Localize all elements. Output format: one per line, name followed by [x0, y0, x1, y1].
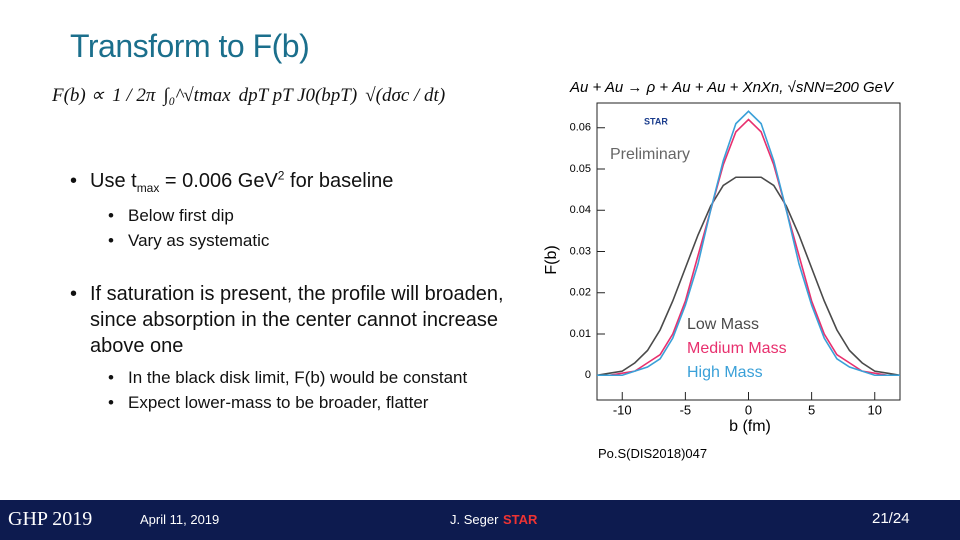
- data-line: [596, 176, 901, 377]
- y-tick-label: 0.04: [570, 204, 591, 216]
- sub-bullet: Below first dip: [108, 205, 510, 226]
- page-number: 21/24: [872, 510, 910, 527]
- y-tick-label: 0.06: [570, 122, 591, 134]
- bullet: Use tmax = 0.006 GeV2 for baseline: [70, 168, 510, 197]
- text: If saturation is present, the profile wi…: [90, 283, 504, 358]
- logo: STAR: [503, 512, 538, 527]
- formula-part: F(b) ∝: [52, 85, 105, 106]
- x-tick-label: 10: [868, 402, 882, 417]
- formula-part: dpT pT J0(bpT): [238, 84, 358, 106]
- legend-label: Medium Mass: [687, 340, 787, 357]
- legend-label: High Mass: [687, 364, 763, 381]
- x-tick-label: 0: [745, 402, 752, 417]
- bullet-group: Use tmax = 0.006 GeV2 for baseline Below…: [70, 168, 510, 251]
- y-tick-label: 0.02: [570, 287, 591, 299]
- y-axis-label: F(b): [543, 245, 560, 274]
- conference: GHP 2019: [8, 508, 93, 530]
- sub-bullet: In the black disk limit, F(b) would be c…: [108, 367, 510, 388]
- date: April 11, 2019: [140, 512, 220, 527]
- formula-part: ∫₀^√tmax: [163, 84, 231, 106]
- annotation: Preliminary: [610, 146, 690, 163]
- text: for baseline: [284, 170, 394, 192]
- y-tick-label: 0.03: [570, 245, 591, 257]
- bullet-group: If saturation is present, the profile wi…: [70, 281, 510, 414]
- text: Use t: [90, 170, 137, 192]
- logo: STAR: [644, 116, 668, 126]
- footer: GHP 2019 April 11, 2019 J. Seger STAR 21…: [0, 500, 960, 540]
- y-tick-label: 0.05: [570, 163, 591, 175]
- x-axis-label: b (fm): [729, 418, 771, 435]
- text: = 0.006 GeV: [159, 170, 278, 192]
- formula-part: √(dσc / dt): [365, 84, 446, 106]
- chart-title: Au + Au → ρ + Au + Au + XnXn, √sNN=200 G…: [569, 79, 895, 96]
- x-tick-label: -10: [613, 402, 632, 417]
- text: max: [136, 181, 160, 195]
- y-tick-label: 0: [585, 369, 591, 381]
- data-line: [597, 118, 900, 377]
- formula: F(b) ∝ 1 / 2π ∫₀^√tmax dpT pT J0(bpT) √(…: [52, 84, 445, 107]
- citation: Po.S(DIS2018)047: [598, 446, 708, 461]
- data-line: [597, 110, 900, 377]
- legend-label: Low Mass: [687, 316, 759, 333]
- sub-bullet: Vary as systematic: [108, 230, 510, 251]
- text: 2: [277, 168, 285, 183]
- sub-bullet: Expect lower-mass to be broader, flatter: [108, 392, 510, 413]
- author: J. Seger: [450, 512, 499, 527]
- slide-title: Transform to F(b): [70, 28, 310, 64]
- formula-part: 1 / 2π: [112, 84, 156, 106]
- bullet-list: Use tmax = 0.006 GeV2 for baseline Below…: [70, 168, 510, 444]
- chart: Au + Au → ρ + Au + Au + XnXn, √sNN=200 G…: [543, 79, 901, 435]
- bullet: If saturation is present, the profile wi…: [70, 281, 510, 359]
- y-tick-label: 0.01: [570, 328, 591, 340]
- x-tick-label: -5: [680, 402, 692, 417]
- x-tick-label: 5: [808, 402, 815, 417]
